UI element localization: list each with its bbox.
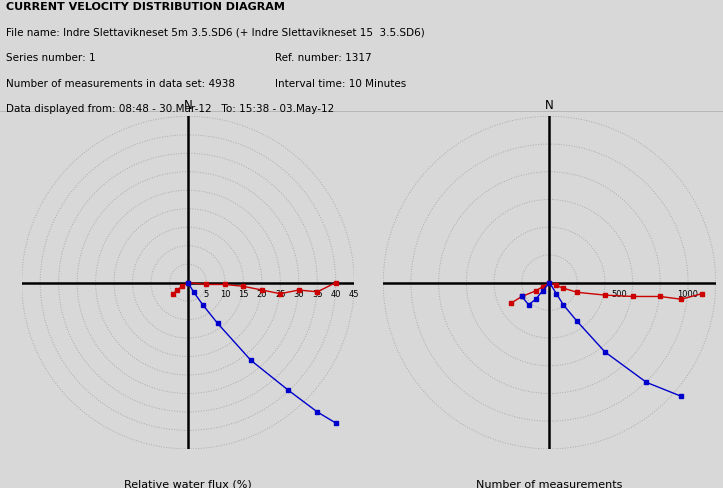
Text: Series number: 1: Series number: 1 [6,53,95,63]
Text: 5: 5 [204,290,209,299]
Text: Interval time: 10 Minutes: Interval time: 10 Minutes [275,79,406,88]
Text: 10: 10 [220,290,230,299]
Text: Data displayed from: 08:48 - 30.Mar-12   To: 15:38 - 03.May-12: Data displayed from: 08:48 - 30.Mar-12 T… [6,104,334,114]
Text: 15: 15 [238,290,249,299]
Text: 30: 30 [294,290,304,299]
Text: 25: 25 [275,290,286,299]
Text: CURRENT VELOCITY DISTRIBUTION DIAGRAM: CURRENT VELOCITY DISTRIBUTION DIAGRAM [6,2,285,12]
Text: N: N [545,99,554,112]
Text: Number of measurements in data set: 4938: Number of measurements in data set: 4938 [6,79,235,88]
Text: 45: 45 [349,290,359,299]
Text: 1000: 1000 [677,290,698,299]
Text: File name: Indre Slettavikneset 5m 3.5.SD6 (+ Indre Slettavikneset 15  3.5.SD6): File name: Indre Slettavikneset 5m 3.5.S… [6,28,424,38]
Text: 35: 35 [312,290,322,299]
Text: 500: 500 [611,290,627,299]
Text: 40: 40 [330,290,341,299]
Text: N: N [184,99,192,112]
Text: Number of measurements
per 15 deg sector: Number of measurements per 15 deg sector [476,479,623,488]
Text: Ref. number: 1317: Ref. number: 1317 [275,53,372,63]
Text: Relative water flux (%)
per 15 deg sector: Relative water flux (%) per 15 deg secto… [124,479,252,488]
Text: 20: 20 [257,290,267,299]
